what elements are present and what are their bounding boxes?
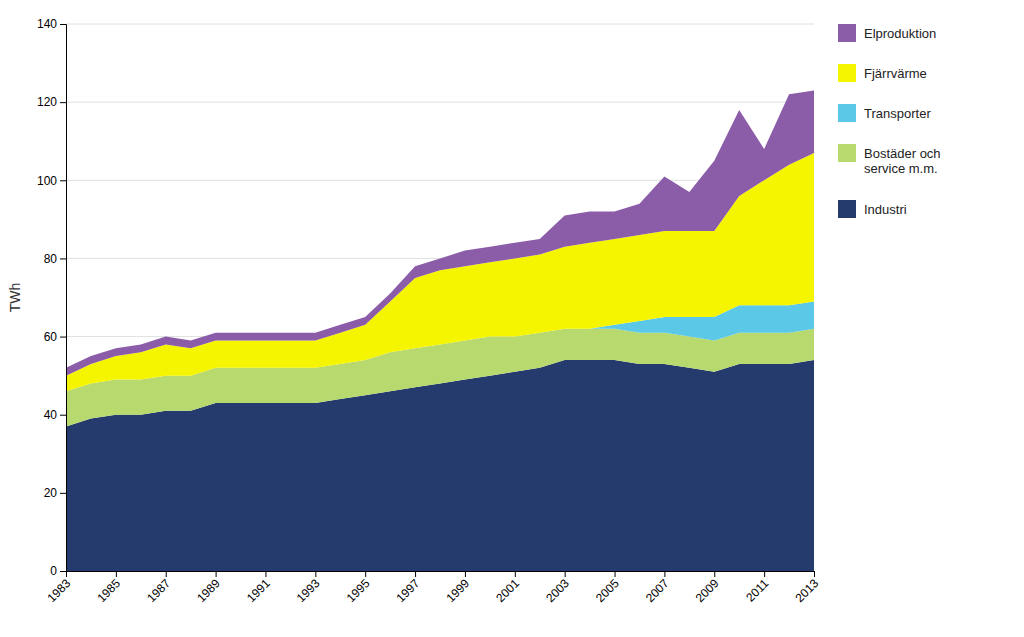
x-tick: 1983: [45, 571, 74, 605]
x-tick-mark: [216, 571, 217, 577]
x-tick-mark: [465, 571, 466, 577]
area: [66, 90, 814, 375]
plot: 1983198519871989199119931995199719992001…: [7, 17, 941, 605]
grid: [66, 24, 814, 571]
x-tick: 2011: [743, 571, 771, 605]
x-tick-label: 1993: [294, 576, 323, 605]
y-tick-label: 0: [50, 564, 57, 578]
legend-swatch: [838, 64, 856, 82]
x-tick-label: 1983: [45, 576, 74, 605]
x-tick-mark: [265, 571, 266, 577]
y-axis: 0 20 40 60 80 100 120 140: [37, 17, 67, 578]
x-tick-label: 2013: [793, 576, 822, 605]
x-tick-mark: [565, 571, 566, 577]
x-tick: 1997: [394, 571, 423, 605]
y-tick: 80: [44, 252, 66, 266]
y-tick: 120: [37, 95, 66, 109]
y-tick-label: 40: [44, 408, 58, 422]
legend-label: Transporter: [864, 106, 931, 121]
x-tick-label: 2001: [493, 576, 522, 605]
x-tick-label: 1989: [194, 576, 223, 605]
x-tick-label: 2011: [743, 576, 771, 604]
y-tick-label: 140: [37, 17, 57, 31]
legend-item: Bostäder ochservice m.m.: [838, 144, 941, 176]
y-tick: 40: [44, 408, 66, 422]
x-tick-mark: [615, 571, 616, 577]
x-tick-label: 2007: [643, 576, 672, 605]
y-tick: 140: [37, 17, 66, 31]
x-tick: 2005: [593, 571, 622, 605]
legend-label: Bostäder ochservice m.m.: [864, 146, 941, 177]
y-tick: 60: [44, 330, 66, 344]
y-tick-label: 20: [44, 486, 58, 500]
x-axis: 1983 1985 1987 1989 1991 1993 1995 1997 1999 2001…: [45, 571, 822, 605]
legend-swatch: [838, 144, 856, 162]
x-tick-label: 2009: [693, 576, 722, 605]
x-tick: 2013: [793, 571, 822, 605]
legend-label: Industri: [864, 202, 907, 217]
y-tick-label: 60: [44, 330, 58, 344]
legend-swatch: [838, 200, 856, 218]
x-tick-mark: [664, 571, 665, 577]
y-axis-line: [60, 25, 67, 572]
x-tick-mark: [116, 571, 117, 577]
x-tick-label: 1985: [94, 576, 123, 605]
y-tick-mark: [60, 24, 66, 25]
x-tick-mark: [714, 571, 715, 577]
x-tick-mark: [365, 571, 366, 577]
y-tick-mark: [60, 571, 66, 572]
legend-swatch: [838, 24, 856, 42]
x-tick: 1985: [94, 571, 123, 605]
x-tick: 1987: [144, 571, 173, 605]
y-tick-label: 80: [44, 252, 58, 266]
x-tick-label: 2005: [593, 576, 622, 605]
x-tick: 1999: [443, 571, 472, 605]
y-tick-label: 120: [37, 95, 57, 109]
legend: Elproduktion Fjärrvärme Transporter Bostäde…: [838, 24, 941, 218]
y-tick: 20: [44, 486, 66, 500]
areas: [66, 90, 814, 571]
legend-item: Elproduktion: [838, 24, 936, 42]
y-tick: 0: [50, 564, 66, 578]
x-tick-label: 1999: [443, 576, 472, 605]
legend-item: Transporter: [838, 104, 931, 122]
y-tick-label: 100: [37, 174, 57, 188]
x-tick-mark: [814, 571, 815, 577]
x-tick-label: 1997: [394, 576, 423, 605]
x-tick-label: 1995: [344, 576, 373, 605]
legend-swatch: [838, 104, 856, 122]
x-tick-mark: [515, 571, 516, 577]
y-tick-mark: [60, 258, 66, 259]
y-tick: 100: [37, 174, 66, 188]
x-tick-label: 1991: [244, 576, 273, 605]
grid-line: [66, 24, 814, 25]
x-tick: 1989: [194, 571, 223, 605]
x-tick-mark: [166, 571, 167, 577]
legend-label: Elproduktion: [864, 26, 936, 41]
x-axis-line: [67, 572, 815, 578]
x-tick-label: 1987: [144, 576, 173, 605]
y-tick-mark: [60, 102, 66, 103]
x-tick-mark: [315, 571, 316, 577]
grid-line: [66, 102, 814, 103]
x-tick-mark: [764, 571, 765, 577]
x-tick: 2009: [693, 571, 722, 605]
y-axis-title: TWh: [7, 283, 23, 313]
x-tick: 2003: [543, 571, 572, 605]
legend-item: Industri: [838, 200, 907, 218]
x-tick: 2007: [643, 571, 672, 605]
x-tick-mark: [415, 571, 416, 577]
y-tick-mark: [60, 493, 66, 494]
y-tick-mark: [60, 415, 66, 416]
y-tick-mark: [60, 180, 66, 181]
x-tick: 2001: [493, 571, 522, 605]
x-tick: 1991: [244, 571, 273, 605]
chart: 1983198519871989199119931995199719992001…: [0, 0, 1024, 637]
legend-item: Fjärrvärme: [838, 64, 927, 82]
legend-label: Fjärrvärme: [864, 66, 927, 81]
x-tick: 1995: [344, 571, 373, 605]
x-tick: 1993: [294, 571, 323, 605]
y-tick-mark: [60, 337, 66, 338]
x-tick-label: 2003: [543, 576, 572, 605]
